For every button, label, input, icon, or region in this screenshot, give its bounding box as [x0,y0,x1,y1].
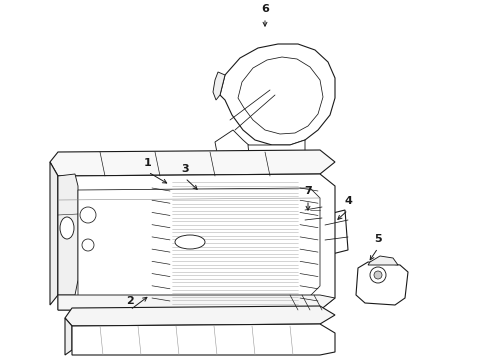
Polygon shape [368,256,398,265]
Ellipse shape [175,235,205,249]
Polygon shape [50,162,58,305]
Polygon shape [248,140,305,165]
Polygon shape [58,174,78,295]
Polygon shape [65,306,335,326]
Circle shape [82,239,94,251]
Polygon shape [220,44,335,145]
Circle shape [374,271,382,279]
Text: 6: 6 [261,4,269,14]
Polygon shape [356,262,408,305]
Polygon shape [213,72,225,100]
Ellipse shape [60,217,74,239]
Polygon shape [50,150,335,176]
Text: 4: 4 [344,196,352,206]
Polygon shape [65,318,72,355]
Polygon shape [78,188,320,296]
Circle shape [80,207,96,223]
Text: 7: 7 [304,186,312,196]
Polygon shape [170,178,300,308]
Polygon shape [152,178,170,308]
Polygon shape [305,192,322,233]
Text: 2: 2 [126,296,134,306]
Text: 3: 3 [181,164,189,174]
Circle shape [370,267,386,283]
Polygon shape [238,57,323,134]
Polygon shape [300,178,318,308]
Polygon shape [325,210,348,255]
Text: 5: 5 [374,234,382,244]
Polygon shape [58,295,335,310]
Polygon shape [58,174,335,310]
Polygon shape [215,130,255,165]
Text: 1: 1 [144,158,152,168]
Polygon shape [72,324,335,355]
